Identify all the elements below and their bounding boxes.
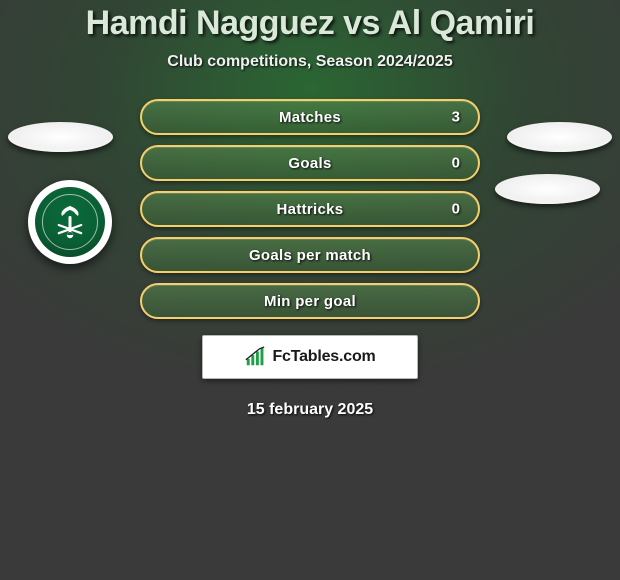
stat-row: Goals 0 <box>140 145 480 181</box>
date-text: 15 february 2025 <box>0 401 620 419</box>
bar-chart-icon <box>244 346 266 368</box>
stat-row: Goals per match <box>140 237 480 273</box>
subtitle: Club competitions, Season 2024/2025 <box>0 53 620 71</box>
stat-row: Hattricks 0 <box>140 191 480 227</box>
stat-value: 0 <box>452 155 460 172</box>
stat-row: Matches 3 <box>140 99 480 135</box>
stat-label: Matches <box>279 109 341 126</box>
club-crest-inner <box>35 187 105 257</box>
player-slot-right-1 <box>507 122 612 152</box>
stat-row: Min per goal <box>140 283 480 319</box>
source-logo-text: FcTables.com <box>272 348 375 366</box>
stat-label: Goals per match <box>249 247 371 264</box>
club-crest <box>28 180 112 264</box>
stat-value: 0 <box>452 201 460 218</box>
player-slot-left <box>8 122 113 152</box>
stat-label: Hattricks <box>277 201 344 218</box>
player-slot-right-2 <box>495 174 600 204</box>
infographic-container: Hamdi Nagguez vs Al Qamiri Club competit… <box>0 0 620 419</box>
page-title: Hamdi Nagguez vs Al Qamiri <box>0 4 620 43</box>
stat-value: 3 <box>452 109 460 126</box>
stat-label: Min per goal <box>264 293 356 310</box>
stat-label: Goals <box>288 155 331 172</box>
source-logo: FcTables.com <box>202 335 418 379</box>
palm-swords-icon <box>50 202 90 242</box>
